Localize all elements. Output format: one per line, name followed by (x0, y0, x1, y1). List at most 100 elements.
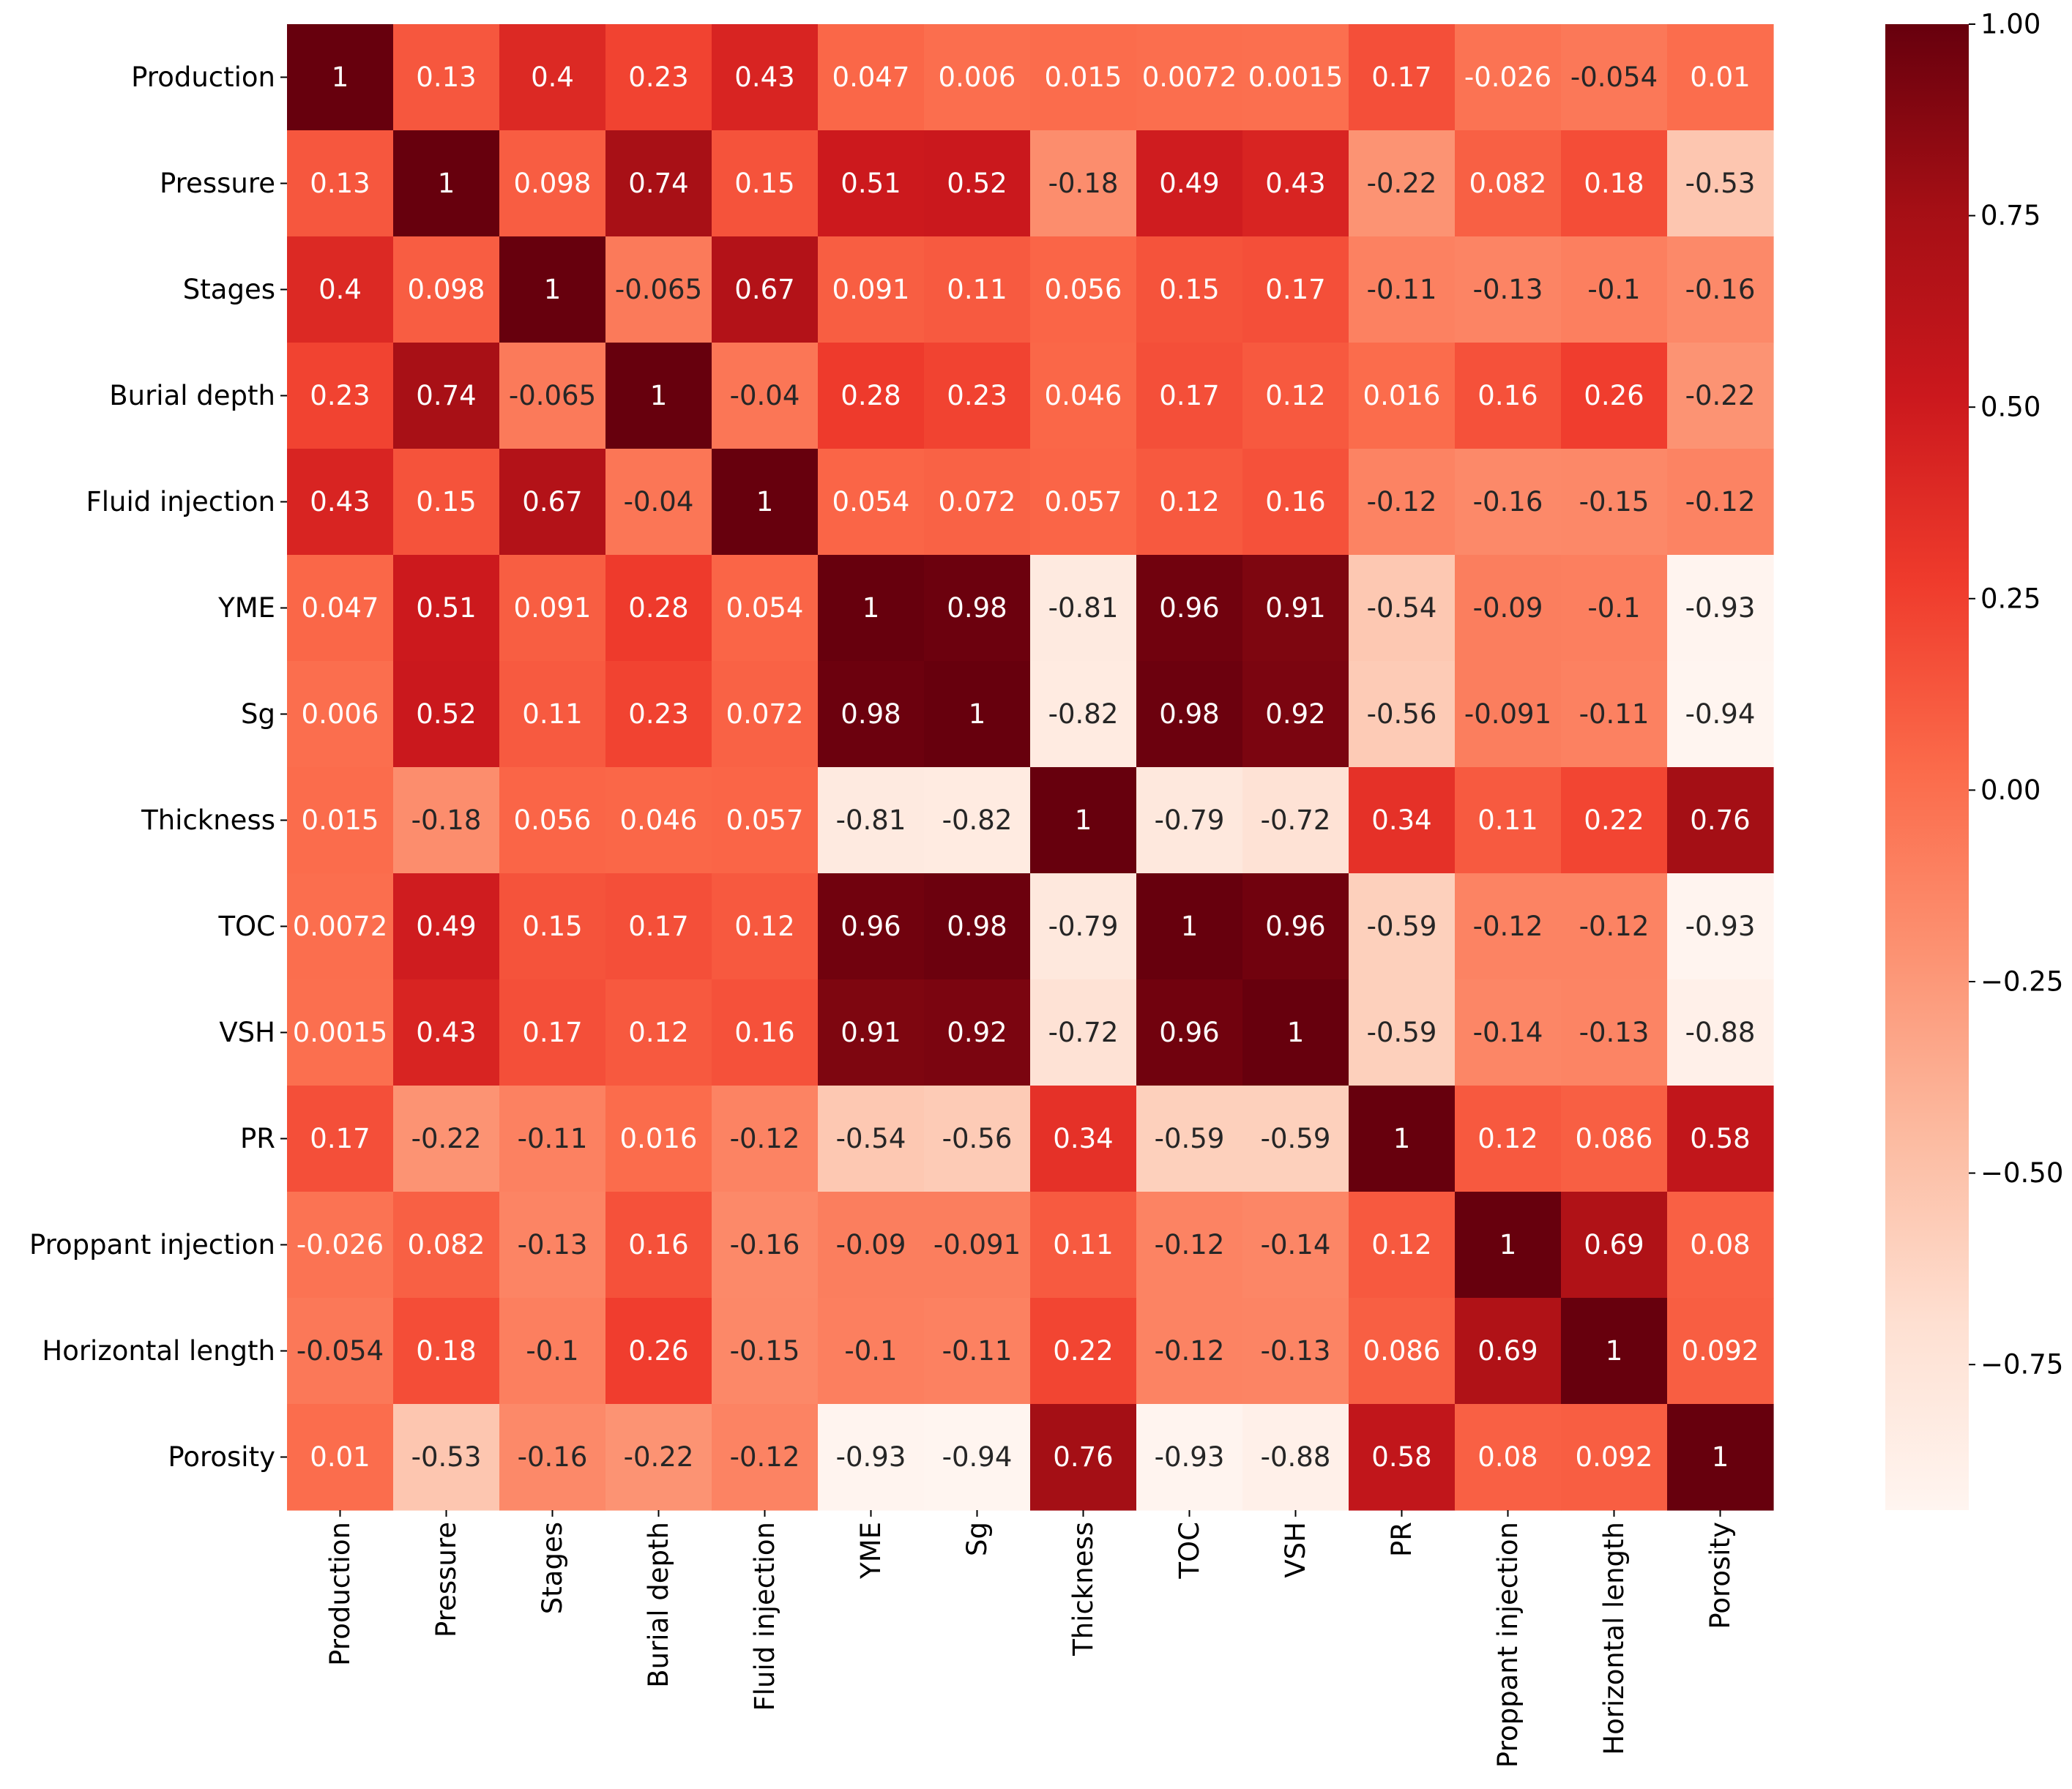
heatmap-cell (1136, 661, 1243, 768)
heatmap-cell (1136, 24, 1243, 131)
cell-value-label: 0.34 (1053, 1123, 1113, 1154)
y-tick-label: YME (217, 592, 275, 624)
heatmap-cell (924, 767, 1031, 874)
heatmap-cell (1136, 767, 1243, 874)
heatmap-cell (1030, 661, 1137, 768)
cell-value-label: 0.056 (514, 804, 592, 836)
cell-value-label: 0.98 (841, 698, 901, 730)
cell-value-label: -0.72 (1261, 804, 1331, 836)
heatmap-cell (287, 343, 394, 449)
cell-value-label: -0.82 (942, 804, 1013, 836)
heatmap-cell (924, 661, 1031, 768)
heatmap-cell (1136, 1192, 1243, 1299)
heatmap-cell (605, 1086, 712, 1192)
cell-value-label: 0.11 (1477, 804, 1538, 836)
heatmap-cell (1561, 236, 1668, 343)
cell-value-label: 0.49 (1159, 168, 1219, 199)
cell-value-label: -0.11 (1367, 274, 1437, 305)
heatmap-cell (1349, 1192, 1456, 1299)
cell-value-label: -0.12 (1155, 1335, 1225, 1367)
heatmap-cell (1667, 1086, 1774, 1192)
cell-value-label: 1 (1499, 1229, 1517, 1260)
cell-value-label: -0.59 (1155, 1123, 1225, 1154)
cell-value-label: 0.054 (832, 486, 910, 518)
cell-value-label: -0.82 (1048, 698, 1119, 730)
cell-value-label: 0.43 (416, 1017, 476, 1048)
heatmap-cell (1455, 343, 1562, 449)
heatmap-cell (924, 1298, 1031, 1405)
cell-value-label: 0.072 (726, 698, 804, 730)
cell-value-label: -0.065 (509, 380, 596, 411)
heatmap-cell (1242, 236, 1349, 343)
heatmap-cell (393, 24, 500, 131)
x-tick-label: Stages (537, 1522, 568, 1614)
cell-value-label: -0.54 (1367, 592, 1437, 624)
heatmap-cell (1030, 236, 1137, 343)
cell-value-label: 0.26 (1584, 380, 1644, 411)
cell-value-label: -0.94 (942, 1441, 1013, 1473)
heatmap-cell (393, 979, 500, 1086)
cell-value-label: -0.59 (1367, 1017, 1437, 1048)
heatmap-cell (287, 449, 394, 556)
heatmap-cell (712, 1404, 819, 1511)
heatmap-cell (1242, 767, 1349, 874)
heatmap-cell (605, 767, 712, 874)
cell-value-label: 0.26 (628, 1335, 688, 1367)
heatmap-cell (712, 1086, 819, 1192)
heatmap-cell (1349, 979, 1456, 1086)
heatmap-cell (1561, 661, 1668, 768)
heatmap-cell (287, 979, 394, 1086)
heatmap-cell (712, 555, 819, 662)
cell-value-label: 0.49 (416, 911, 476, 942)
heatmap-cell (1242, 1086, 1349, 1192)
heatmap-cell (1030, 873, 1137, 980)
cell-value-label: 0.15 (1159, 274, 1219, 305)
heatmap-cell (1349, 555, 1456, 662)
heatmap-cell (1667, 767, 1774, 874)
cell-value-label: 0.17 (522, 1017, 582, 1048)
heatmap-cell (287, 24, 394, 131)
cell-value-label: 0.43 (734, 61, 794, 93)
cell-value-label: 1 (1181, 911, 1199, 942)
x-tick-label: Proppant injection (1492, 1522, 1524, 1768)
cell-value-label: 0.4 (318, 274, 362, 305)
cell-value-label: 0.17 (628, 911, 688, 942)
heatmap-cell (605, 979, 712, 1086)
heatmap-cell (393, 1298, 500, 1405)
heatmap-cell (499, 767, 606, 874)
cell-value-label: 0.23 (628, 698, 688, 730)
heatmap-cell (1561, 767, 1668, 874)
y-axis: Production Pressure Stages Burial depth Flui… (29, 61, 287, 1473)
cell-value-label: 0.092 (1576, 1441, 1653, 1473)
cell-value-label: 0.13 (310, 168, 370, 199)
cell-value-label: 0.01 (1690, 61, 1750, 93)
cell-value-label: -0.15 (1579, 486, 1650, 518)
heatmap-cell (499, 979, 606, 1086)
heatmap-cell (1349, 661, 1456, 768)
heatmap-cell (924, 873, 1031, 980)
cell-value-label: -0.59 (1261, 1123, 1331, 1154)
heatmap-cell (1455, 873, 1562, 980)
cell-value-label: 0.091 (832, 274, 910, 305)
y-tick-label: VSH (219, 1017, 275, 1048)
heatmap-cell (1349, 1298, 1456, 1405)
heatmap-cell (818, 343, 925, 449)
cell-value-label: 0.96 (1265, 911, 1325, 942)
cell-value-label: -0.12 (1685, 486, 1756, 518)
heatmap-cell (1455, 1086, 1562, 1192)
cell-value-label: 0.12 (628, 1017, 688, 1048)
heatmap-cell (1136, 343, 1243, 449)
cell-value-label: -0.065 (615, 274, 702, 305)
x-tick-label: Burial depth (643, 1522, 674, 1688)
heatmap-cell (1349, 873, 1456, 980)
cell-value-label: 0.0072 (293, 911, 387, 942)
cell-value-label: -0.12 (1579, 911, 1650, 942)
x-tick-label: Thickness (1067, 1522, 1099, 1657)
colorbar-tick-label: 0.75 (1980, 200, 2041, 231)
heatmap-cell (499, 343, 606, 449)
cell-value-label: 0.15 (522, 911, 582, 942)
heatmap-cell (287, 1298, 394, 1405)
cell-value-label: -0.16 (730, 1229, 800, 1260)
heatmap-cell (712, 130, 819, 237)
cell-value-label: 0.08 (1477, 1441, 1538, 1473)
